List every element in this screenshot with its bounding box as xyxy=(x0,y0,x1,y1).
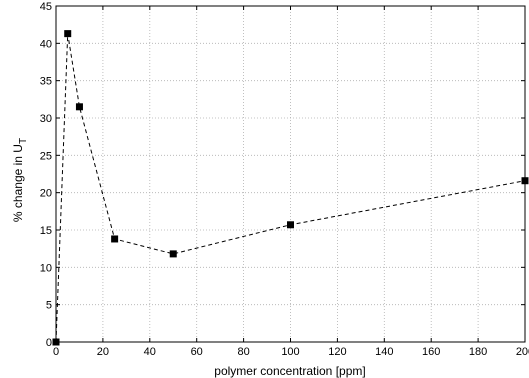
y-axis-label-subscript: T xyxy=(18,138,29,144)
x-tick-label: 180 xyxy=(469,346,487,358)
axes xyxy=(55,5,526,343)
y-tick-label: 5 xyxy=(46,300,52,312)
x-tick-label: 80 xyxy=(237,346,249,358)
data-point-marker xyxy=(75,103,83,111)
y-axis-label: % change in UT xyxy=(11,138,29,222)
y-tick-label: 20 xyxy=(40,188,52,200)
x-tick-label: 140 xyxy=(375,346,393,358)
data-point-marker xyxy=(521,177,529,185)
y-axis-label-main: % change in U xyxy=(11,144,25,222)
y-tick-label: 0 xyxy=(46,337,52,349)
data-point-marker xyxy=(169,250,177,258)
y-tick-label: 35 xyxy=(40,76,52,88)
x-tick-label: 120 xyxy=(328,346,346,358)
y-tick-label: 30 xyxy=(40,113,52,125)
x-tick-label: 200 xyxy=(516,346,529,358)
x-axis-label: polymer concentration [ppm] xyxy=(214,364,365,378)
x-tick-label: 20 xyxy=(97,346,109,358)
y-tick-label: 10 xyxy=(40,262,52,274)
data-point-marker xyxy=(52,338,60,346)
y-tick-labels: 0 5 10 15 20 25 30 35 40 45 xyxy=(40,1,52,349)
x-tick-label: 40 xyxy=(144,346,156,358)
grid-lines xyxy=(56,6,525,342)
data-point-marker xyxy=(111,235,119,243)
x-tick-label: 160 xyxy=(422,346,440,358)
plot-frame xyxy=(55,5,526,343)
y-tick-label: 25 xyxy=(40,150,52,162)
y-tick-label: 40 xyxy=(40,38,52,50)
x-tick-label: 0 xyxy=(53,346,59,358)
data-point-marker xyxy=(64,30,72,38)
y-tick-label: 45 xyxy=(40,1,52,13)
y-tick-label: 15 xyxy=(40,225,52,237)
x-tick-label: 100 xyxy=(281,346,299,358)
data-series xyxy=(52,30,529,346)
series-line xyxy=(55,33,526,343)
x-tick-label: 60 xyxy=(191,346,203,358)
data-point-marker xyxy=(287,221,294,229)
x-tick-labels: 0 20 40 60 80 100 120 140 160 180 200 xyxy=(53,346,529,358)
